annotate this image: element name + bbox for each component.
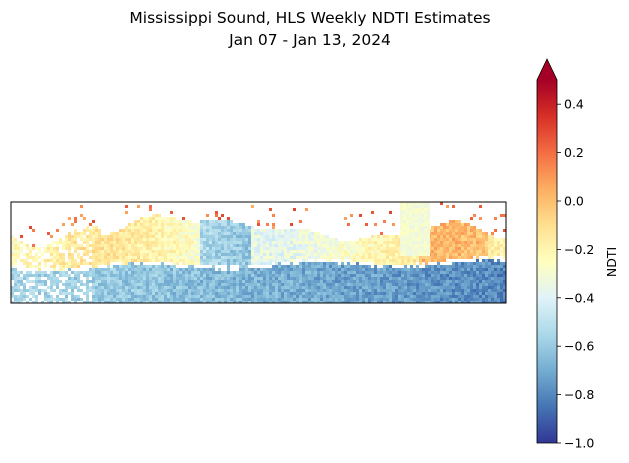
colorbar-outline — [536, 58, 558, 444]
chart-title: Mississippi Sound, HLS Weekly NDTI Estim… — [129, 9, 491, 27]
colorbar-gradient — [537, 80, 557, 443]
colorbar-label: NDTI — [604, 247, 619, 277]
colorbar-tick-label: 0.4 — [564, 97, 584, 112]
colorbar-tick-label: −0.2 — [564, 242, 594, 257]
colorbar: −1.0 −0.8 −0.6 −0.4 −0.2 0.0 0.2 0.4 NDTI — [536, 58, 619, 451]
chart-subtitle: Jan 07 - Jan 13, 2024 — [229, 31, 391, 49]
colorbar-ticks: −1.0 −0.8 −0.6 −0.4 −0.2 0.0 0.2 0.4 — [557, 97, 594, 451]
ndti-raster — [11, 202, 506, 303]
colorbar-tick-label: −0.6 — [564, 339, 594, 354]
colorbar-tick-label: −0.4 — [564, 290, 594, 305]
ndti-map — [10, 201, 507, 304]
colorbar-tick-label: −1.0 — [564, 436, 594, 451]
colorbar-tick-label: 0.2 — [564, 145, 584, 160]
colorbar-extend-max — [537, 59, 557, 80]
map-frame — [10, 201, 507, 304]
colorbar-tick-label: −0.8 — [564, 387, 594, 402]
colorbar-tick-label: 0.0 — [564, 194, 584, 209]
